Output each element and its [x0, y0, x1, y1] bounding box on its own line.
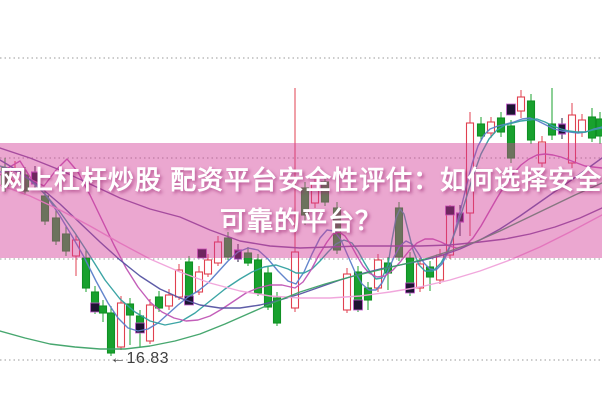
candle-body: [577, 119, 587, 133]
candle-body: [106, 312, 116, 354]
candle-body: [587, 116, 597, 139]
candle-body: [300, 187, 310, 216]
candle-body: [61, 233, 71, 252]
candle-body: [194, 271, 204, 293]
ma-line-magenta-medium: [0, 153, 602, 322]
candle-body: [263, 272, 273, 308]
candle-body: [342, 273, 352, 311]
candle-body: [290, 251, 300, 309]
candle-body: [164, 294, 174, 307]
ma-line-green-slow: [0, 182, 602, 350]
candle-body: [272, 297, 282, 324]
price-low-annotation: ←16.83: [110, 350, 170, 367]
candle-body: [98, 305, 108, 314]
candle-body: [310, 183, 320, 204]
candle-body: [213, 241, 223, 264]
candle-body: [415, 263, 425, 289]
candle-body: [516, 96, 526, 112]
candle-body: [394, 207, 404, 258]
headline-line-2: 可靠的平台？: [219, 205, 382, 236]
candle-body: [125, 303, 135, 316]
trade-marker: [197, 248, 207, 259]
ma-line-blue-fast: [0, 117, 602, 332]
candle-body: [243, 252, 253, 264]
trade-marker: [135, 322, 145, 334]
trade-marker: [445, 205, 455, 216]
headline-banner: 网上杠杆炒股 配资平台安全性评估：如何选择安全 可靠的平台？: [0, 143, 602, 258]
candle-body: [332, 207, 342, 251]
candle-body: [145, 304, 155, 342]
candle-body: [320, 181, 330, 203]
trade-marker: [506, 103, 516, 116]
candle-body: [81, 257, 91, 289]
ma-line-purple-flat: [0, 147, 602, 249]
candle-body: [506, 125, 516, 159]
ma-line-pink-slowest: [0, 184, 602, 299]
candle-body: [174, 269, 184, 298]
candle-body: [116, 302, 126, 348]
headline-line-1: 网上杠杆炒股 配资平台安全性评估：如何选择安全: [0, 164, 602, 195]
ma-line-teal-medium: [0, 118, 602, 326]
candle-body: [425, 266, 435, 278]
candle-body: [154, 296, 164, 309]
candle-body: [537, 141, 547, 164]
candle-body: [203, 259, 213, 275]
candle-body: [253, 259, 263, 294]
trade-marker: [90, 302, 100, 313]
candle-body: [567, 114, 577, 164]
ma-line-navy-slow: [0, 157, 602, 309]
candle-body: [476, 123, 486, 137]
trade-marker: [353, 299, 363, 311]
candle-body: [40, 195, 50, 222]
candle-body: [223, 237, 233, 258]
candle-body: [51, 217, 61, 242]
candle-body: [465, 122, 475, 214]
